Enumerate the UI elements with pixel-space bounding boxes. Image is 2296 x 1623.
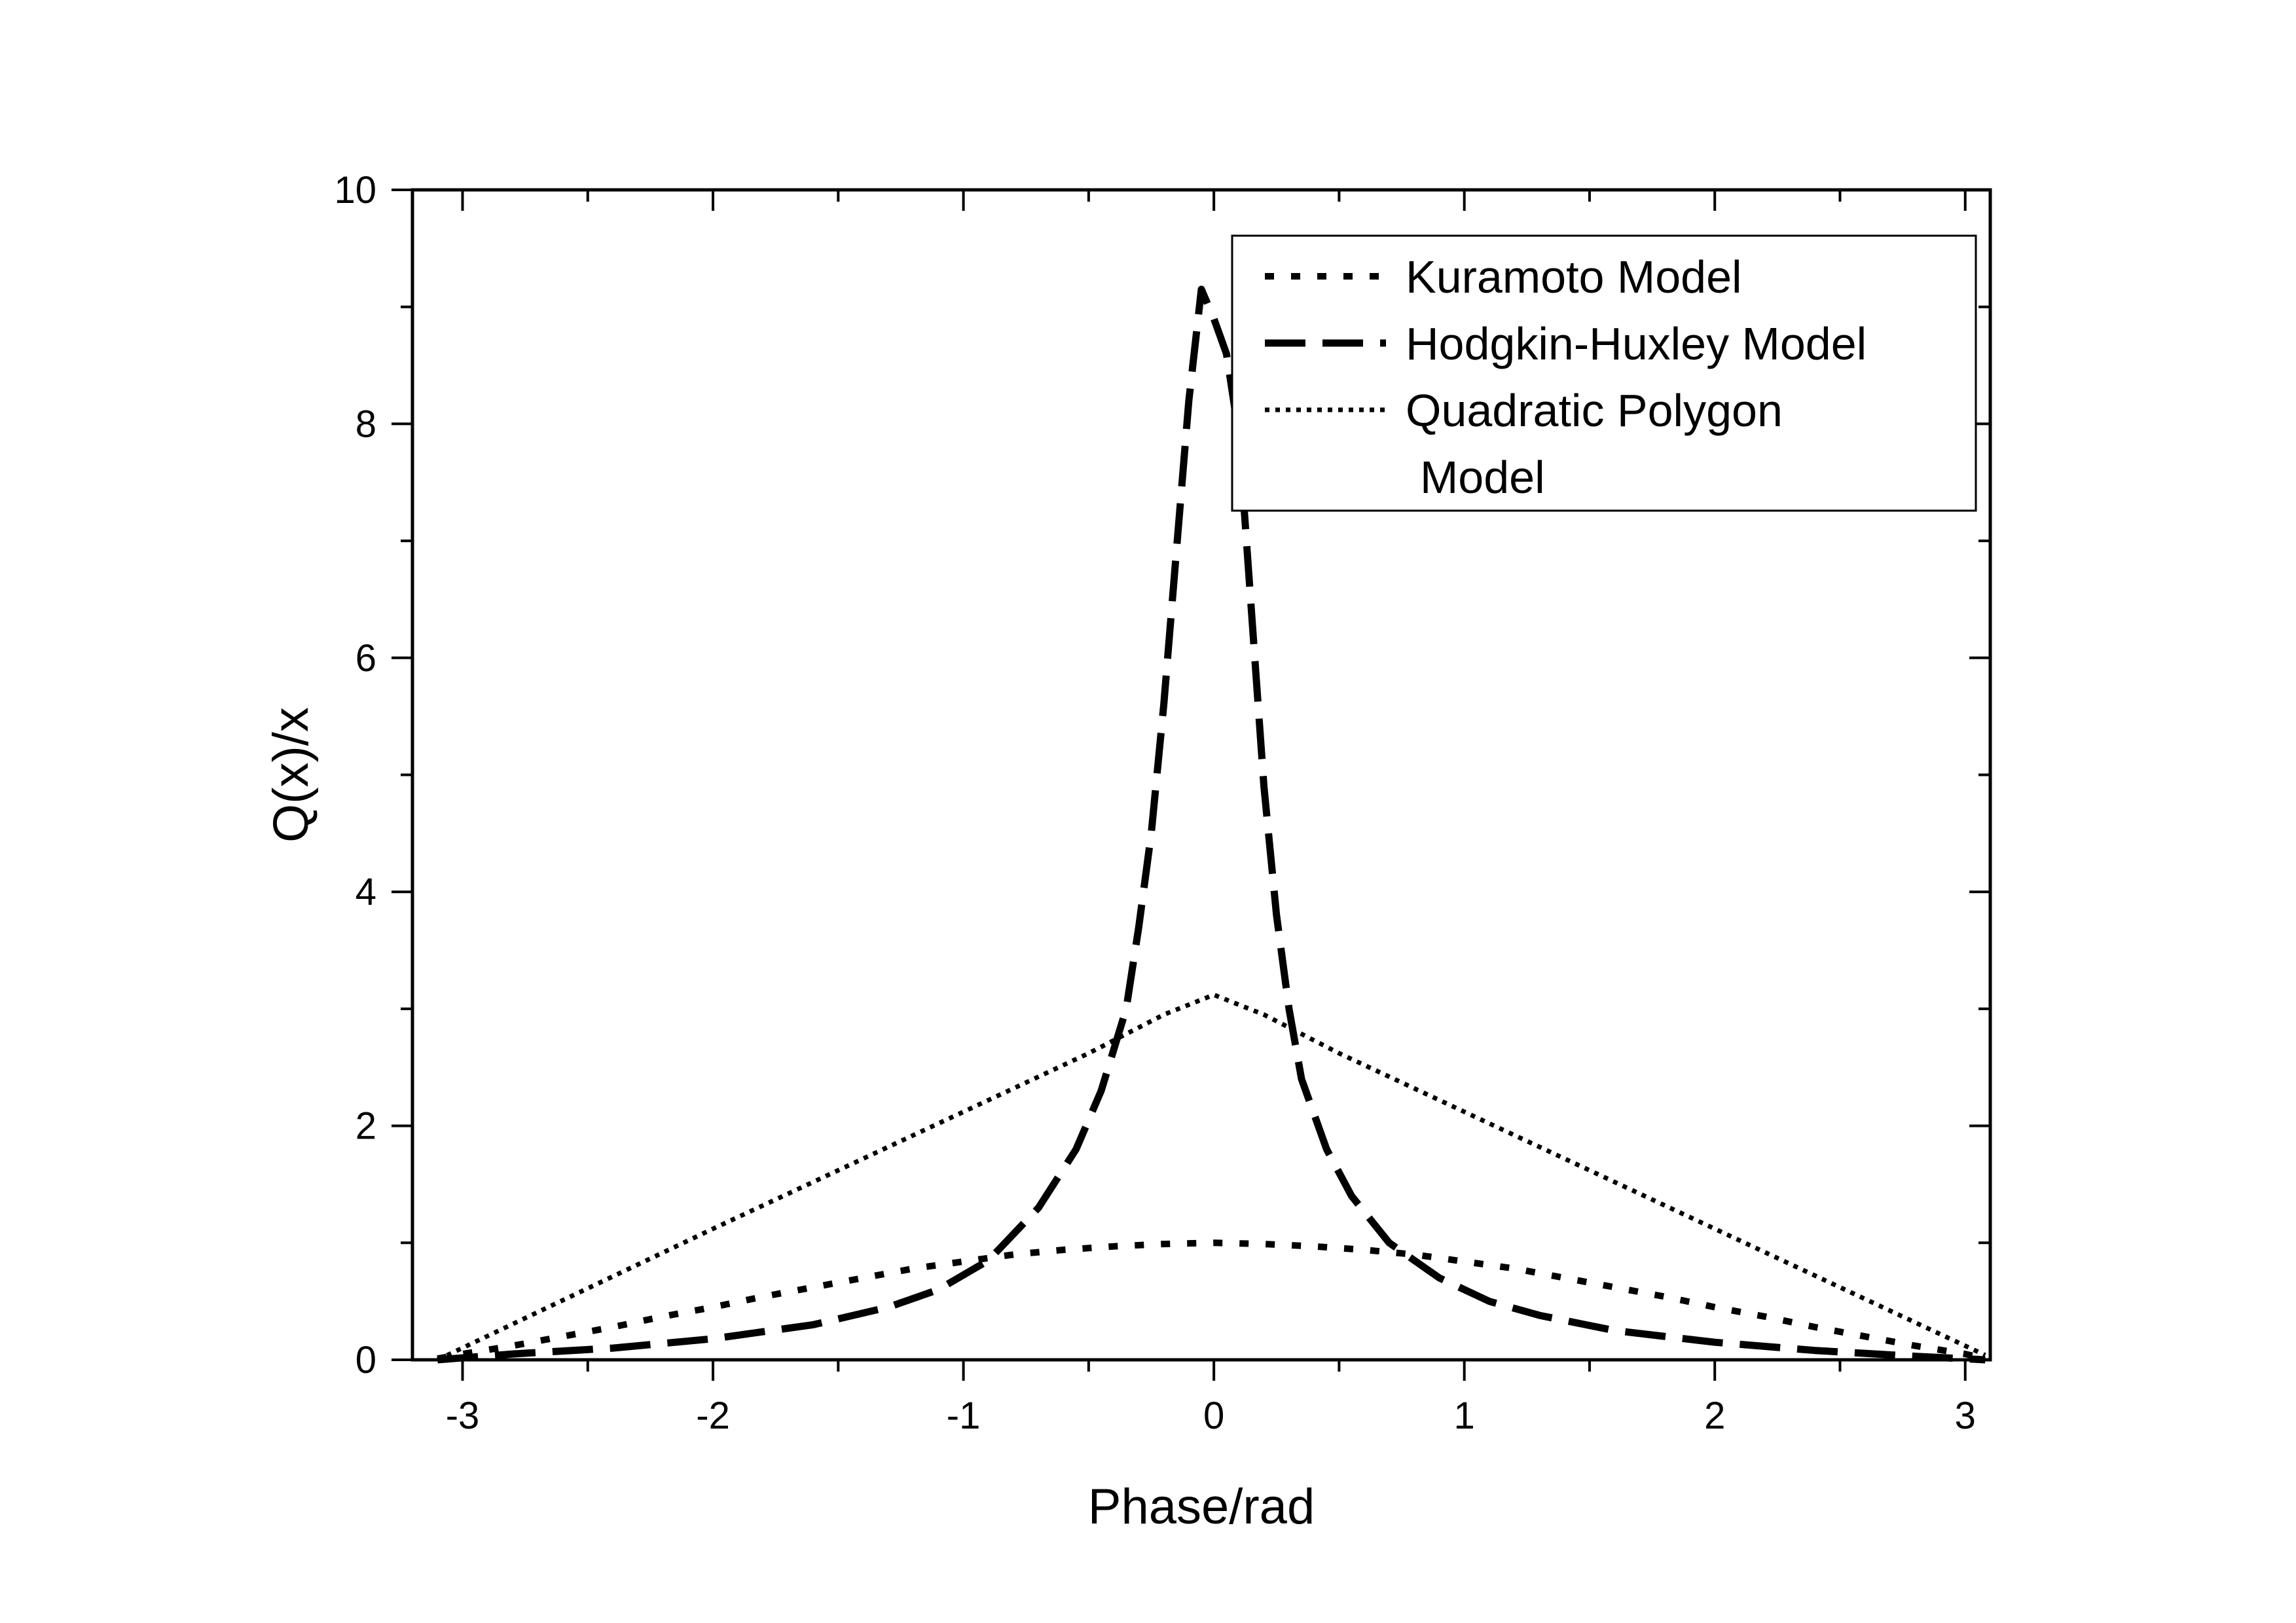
x-tick-label: 2 (1704, 1395, 1725, 1437)
x-tick-label: -3 (446, 1395, 480, 1437)
legend-box (1231, 234, 1977, 512)
y-tick-label: 10 (334, 169, 376, 211)
axis-ticks (392, 189, 1990, 1381)
y-tick-label: 6 (355, 637, 376, 680)
x-tick-label: 3 (1955, 1395, 1976, 1437)
tick-labels: -3 -2 -1 0 1 2 3 0 2 4 6 8 10 (334, 169, 1975, 1437)
y-tick-label: 0 (355, 1339, 376, 1381)
series-lines (436, 285, 1986, 1364)
y-tick-label: 4 (355, 871, 376, 913)
y-tick-label: 2 (355, 1105, 376, 1148)
legend: Kuramoto Model Hodgkin-Huxley Model Quadra… (1231, 234, 1977, 512)
legend-label-1: Hodgkin-Huxley Model (1406, 318, 1867, 369)
series-line-0 (437, 1239, 1986, 1362)
legend-label-2: Quadratic Polygon (1406, 385, 1783, 436)
x-tick-label: 0 (1203, 1395, 1224, 1437)
x-tick-label: -1 (947, 1395, 981, 1437)
x-tick-label: 1 (1454, 1395, 1475, 1437)
y-tick-label: 8 (355, 403, 376, 445)
legend-label-2: Model (1420, 452, 1545, 503)
x-tick-label: -2 (696, 1395, 730, 1437)
y-axis-title: Q(x)/x (263, 707, 319, 843)
legend-label-0: Kuramoto Model (1406, 251, 1742, 302)
x-axis-title: Phase/rad (1088, 1479, 1315, 1535)
series-line-1 (437, 285, 1986, 1364)
series-line-2 (436, 993, 1986, 1362)
